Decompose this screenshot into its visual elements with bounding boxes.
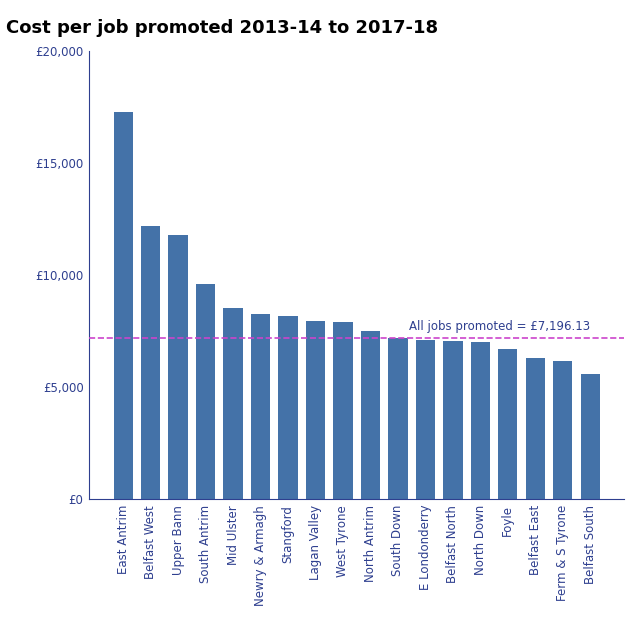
- Text: Cost per job promoted 2013-14 to 2017-18: Cost per job promoted 2013-14 to 2017-18: [6, 19, 438, 37]
- Bar: [498, 349, 517, 499]
- Bar: [526, 358, 545, 499]
- Bar: [251, 314, 270, 499]
- Bar: [196, 284, 215, 499]
- Bar: [168, 235, 188, 499]
- Bar: [443, 341, 462, 499]
- Bar: [306, 321, 325, 499]
- Bar: [416, 340, 435, 499]
- Bar: [333, 323, 353, 499]
- Bar: [141, 226, 161, 499]
- Bar: [553, 362, 573, 499]
- Bar: [389, 338, 408, 499]
- Bar: [224, 308, 243, 499]
- Text: All jobs promoted = £7,196.13: All jobs promoted = £7,196.13: [409, 320, 590, 333]
- Bar: [113, 112, 132, 499]
- Bar: [581, 374, 600, 499]
- Bar: [471, 342, 490, 499]
- Bar: [278, 316, 297, 499]
- Bar: [361, 332, 380, 499]
